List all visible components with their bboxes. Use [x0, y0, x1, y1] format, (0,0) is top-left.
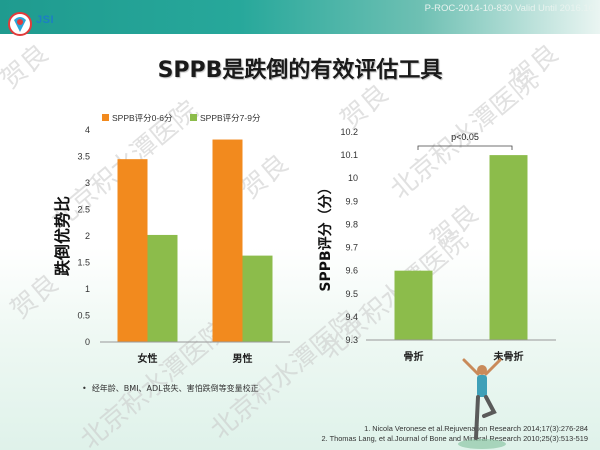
bullet-icon: •	[82, 384, 92, 393]
y-tick-label: 2	[85, 231, 90, 241]
y-tick-label: 9.6	[345, 266, 358, 276]
y-tick-label: 10.1	[340, 150, 358, 160]
bar	[117, 159, 148, 342]
y-tick-label: 9.7	[345, 243, 358, 253]
yoga-figure-icon	[458, 358, 506, 449]
p-value-annotation: p<0.05	[451, 132, 479, 142]
y-tick-label: 2.5	[77, 205, 90, 215]
y-tick-label: 9.4	[345, 312, 358, 322]
y-tick-label: 3	[85, 178, 90, 188]
y-tick-label: 10.2	[340, 127, 358, 137]
slide-title: SPPB是跌倒的有效评估工具	[157, 58, 443, 83]
hospital-logo-icon	[8, 12, 32, 36]
y-tick-label: 9.5	[345, 289, 358, 299]
category-label: 女性	[138, 352, 158, 365]
y-tick-label: 9.3	[345, 335, 358, 345]
bar	[242, 255, 273, 342]
bar	[489, 155, 528, 340]
y-tick-label: 10	[348, 173, 358, 183]
y-tick-label: 0.5	[77, 311, 90, 321]
bar	[147, 234, 178, 342]
y-tick-label: 0	[85, 337, 90, 347]
y-axis-label: 跌倒优势比	[53, 196, 72, 276]
y-tick-label: 9.9	[345, 196, 358, 206]
legend-label: SPPB评分0-6分	[112, 113, 173, 123]
y-tick-label: 1	[85, 284, 90, 294]
legend-label: SPPB评分7-9分	[200, 113, 261, 123]
footnote-text: 经年龄、BMI、ADL丧失、害怕跌倒等变量校正	[91, 384, 259, 393]
reference-item: 2. Thomas Lang, et al.Journal of Bone an…	[321, 434, 588, 443]
y-axis-label: SPPB评分（分）	[318, 180, 334, 291]
significance-bracket	[417, 145, 513, 150]
logo-text: JSI	[36, 14, 55, 26]
category-label: 骨折	[404, 350, 424, 363]
category-label: 男性	[233, 352, 253, 365]
y-tick-label: 1.5	[77, 258, 90, 268]
y-tick-label: 9.8	[345, 219, 358, 229]
header-band	[0, 0, 600, 34]
footnote: • 经年龄、BMI、ADL丧失、害怕跌倒等变量校正	[82, 383, 259, 394]
legend-swatch-green	[190, 114, 197, 121]
bar	[212, 139, 243, 342]
legend-swatch-orange	[102, 114, 109, 121]
y-tick-label: 3.5	[77, 152, 90, 162]
bar	[394, 270, 433, 340]
y-tick-label: 4	[85, 125, 90, 135]
document-code: P-ROC-2014-10-830 Valid Until 2016.10	[424, 3, 594, 14]
